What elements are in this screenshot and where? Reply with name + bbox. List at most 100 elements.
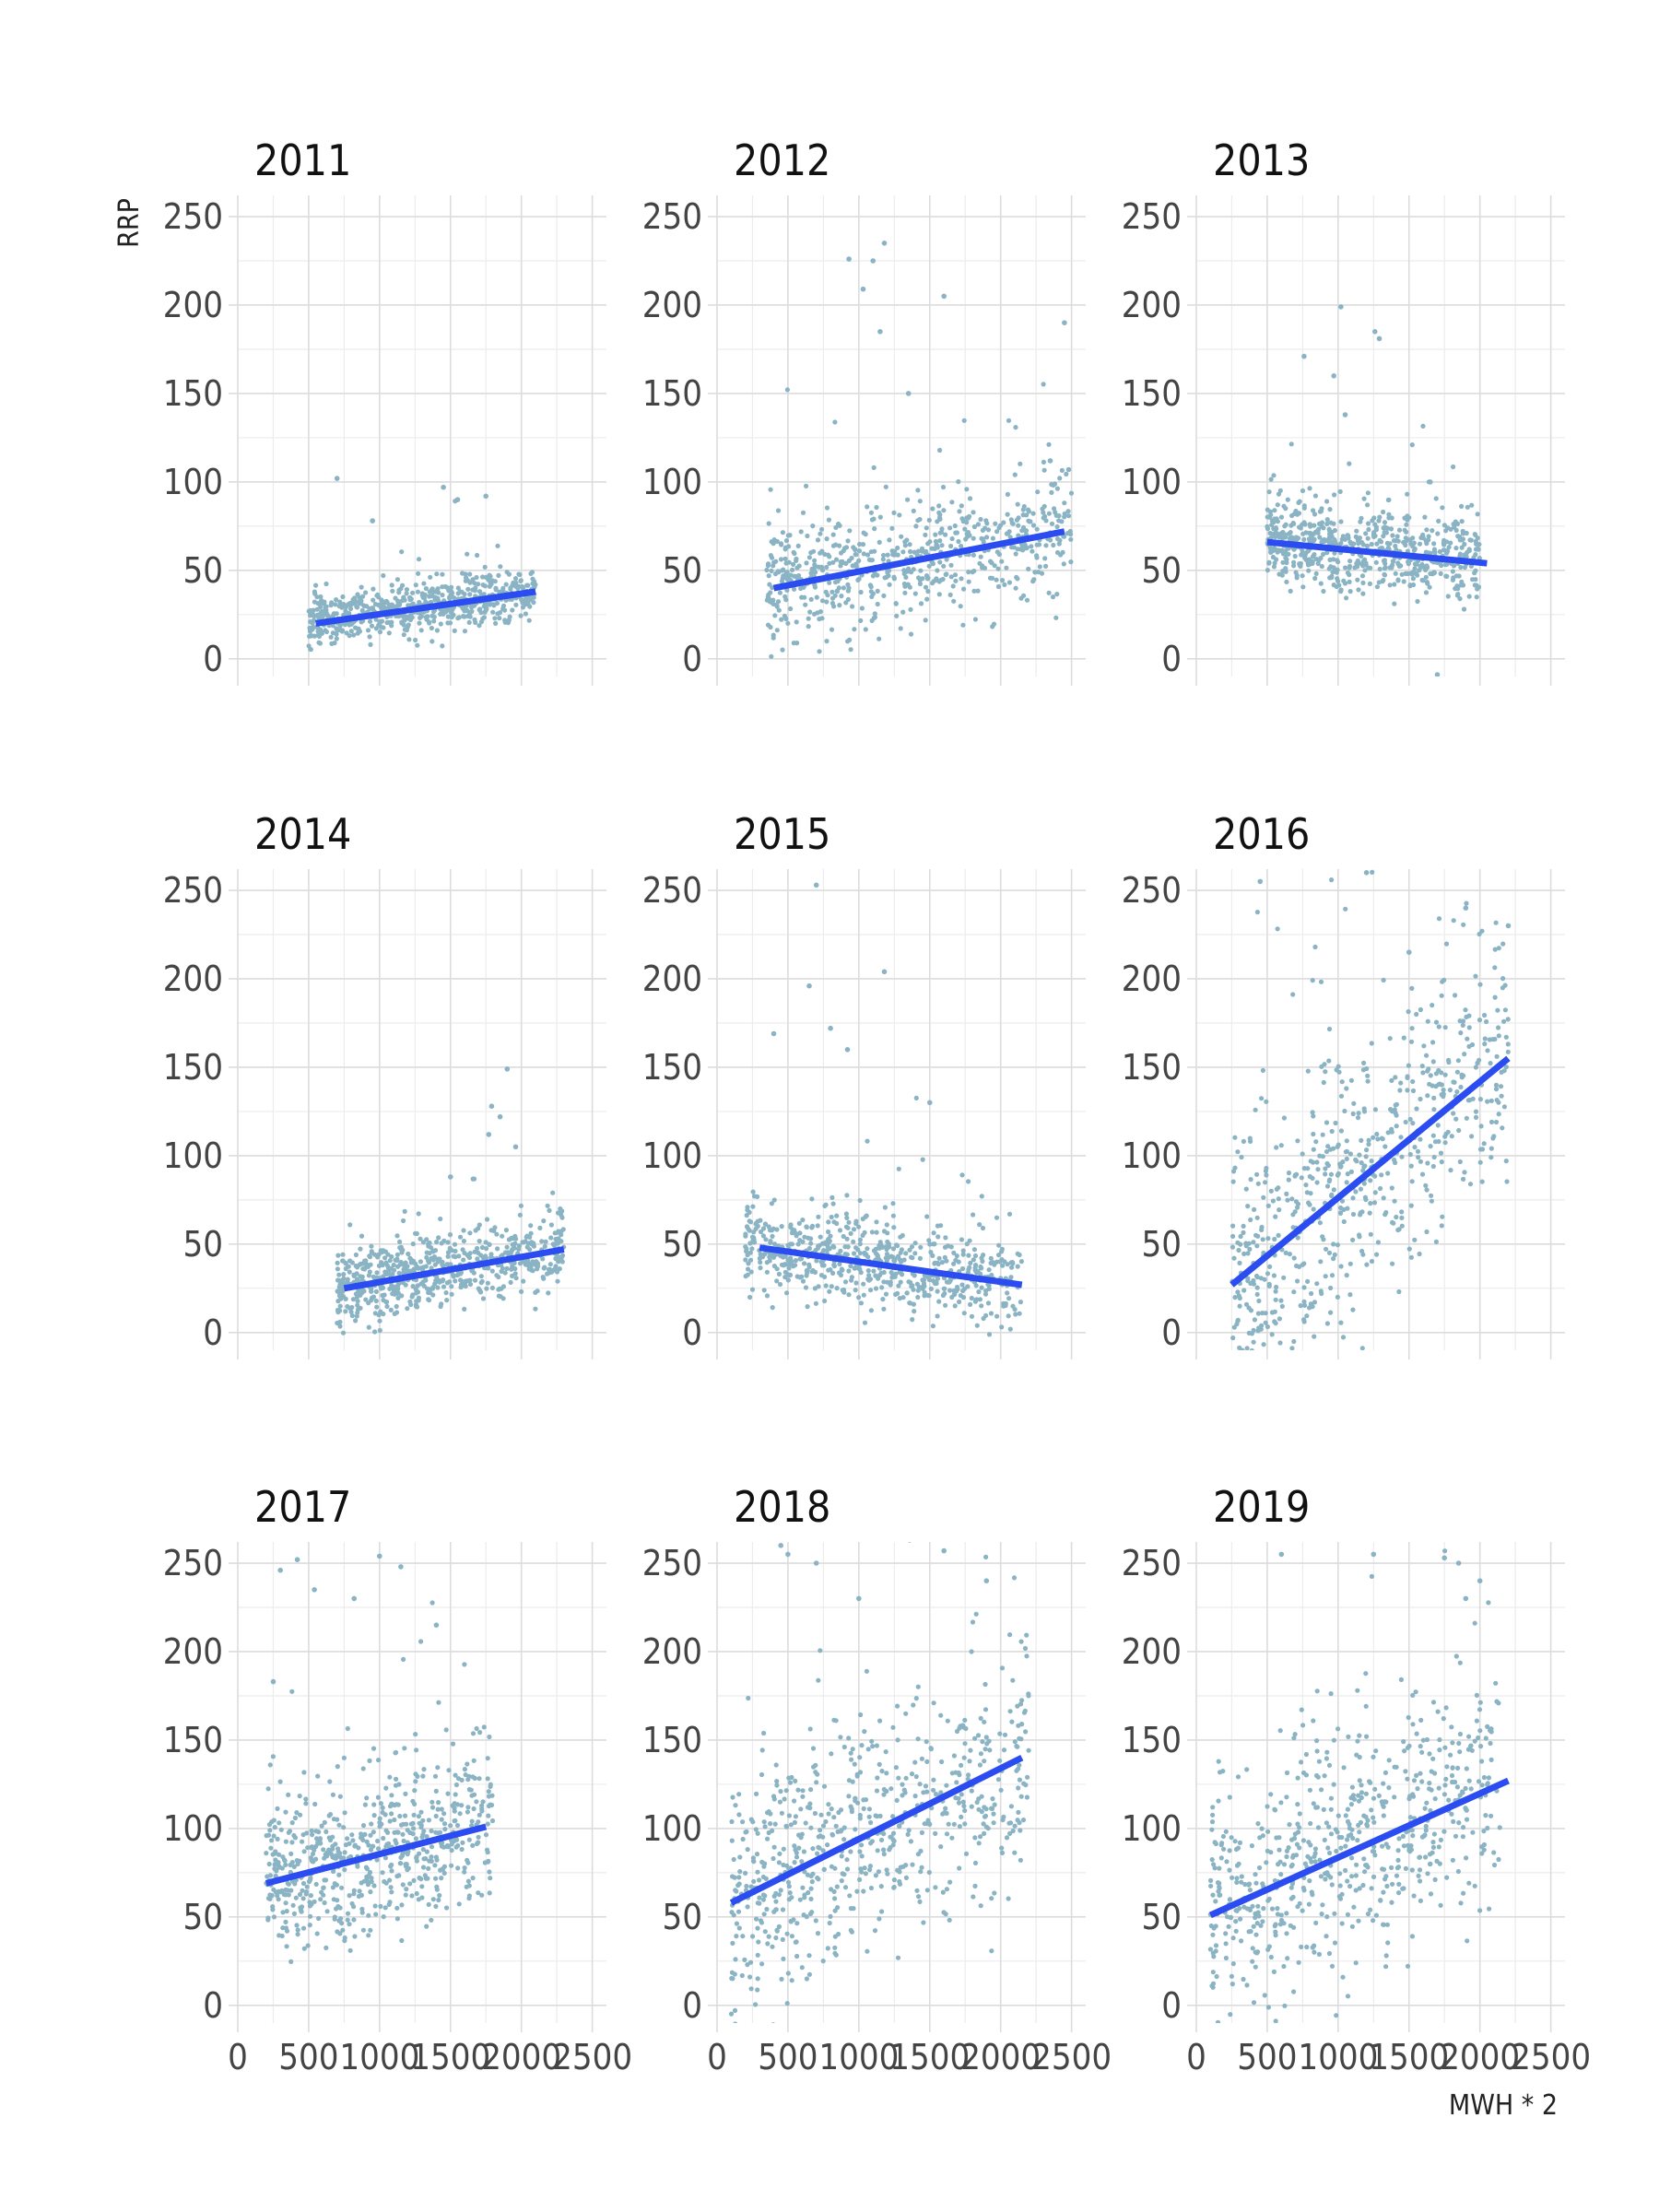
scatter-point: [830, 1201, 836, 1206]
scatter-point: [361, 1288, 367, 1294]
scatter-point: [1255, 1394, 1260, 1398]
scatter-point: [520, 1240, 525, 1245]
scatter-point-outlier: [1505, 923, 1512, 929]
scatter-point: [450, 1803, 455, 1808]
scatter-point: [840, 560, 845, 566]
scatter-point: [845, 1225, 851, 1230]
scatter-point: [1355, 537, 1360, 544]
scatter-point: [924, 1214, 930, 1219]
scatter-point: [786, 559, 792, 565]
scatter-point: [1378, 1185, 1383, 1192]
scatter-point: [901, 581, 908, 587]
scatter-point: [936, 503, 942, 509]
scatter-point: [1303, 1359, 1308, 1363]
scatter-point: [1300, 584, 1306, 590]
scatter-point: [276, 1933, 282, 1938]
scatter-point: [829, 627, 835, 632]
scatter-point: [407, 1881, 413, 1887]
scatter-point: [547, 1207, 552, 1213]
scatter-point-outlier: [483, 493, 488, 500]
scatter-point: [1458, 582, 1464, 588]
scatter-point: [895, 1290, 900, 1296]
scatter-point: [381, 1914, 386, 1920]
scatter-point: [1272, 534, 1278, 540]
scatter-point: [403, 1862, 408, 1867]
scatter-point: [737, 1869, 743, 1875]
scatter-point: [1421, 1043, 1427, 1049]
scatter-point: [363, 1265, 369, 1270]
scatter-point: [381, 1835, 386, 1841]
scatter-point: [1445, 525, 1451, 531]
scatter-point: [1235, 1149, 1241, 1155]
scatter-point: [284, 1944, 289, 1949]
scatter-point: [749, 1246, 755, 1252]
scatter-point: [1473, 1065, 1478, 1070]
scatter-point: [1464, 1014, 1469, 1019]
scatter-point: [916, 575, 922, 581]
scatter-point: [1013, 425, 1018, 430]
scatter-point: [1446, 545, 1452, 550]
scatter-point: [1241, 1288, 1247, 1293]
scatter-point: [930, 581, 935, 586]
y-tick-label: 150: [1122, 373, 1182, 414]
scatter-point: [1399, 571, 1405, 577]
scatter-point: [295, 1927, 300, 1933]
scatter-point: [746, 1261, 751, 1266]
scatter-point: [1030, 511, 1036, 516]
scatter-point: [406, 622, 411, 628]
scatter-point: [904, 537, 910, 543]
scatter-point: [1238, 1233, 1243, 1240]
scatter-point: [303, 1796, 309, 1802]
scatter-point: [791, 549, 796, 555]
scatter-point: [1502, 1007, 1508, 1013]
scatter-point: [378, 1801, 383, 1806]
scatter-point: [1455, 586, 1461, 592]
scatter-point: [1310, 1304, 1315, 1310]
scatter-point: [1013, 1312, 1018, 1317]
scatter-point: [1357, 1152, 1362, 1158]
scatter-point: [271, 1833, 276, 1839]
scatter-point: [890, 1246, 897, 1252]
scatter-point: [413, 1779, 418, 1784]
scatter-point: [1066, 513, 1072, 519]
scatter-point: [1350, 1195, 1356, 1201]
scatter-point: [303, 1891, 309, 1897]
scatter-point: [1328, 1285, 1334, 1291]
scatter-point: [1447, 1088, 1453, 1093]
scatter-point: [1394, 547, 1399, 553]
scatter-point: [472, 617, 477, 622]
scatter-point: [1235, 1317, 1241, 1323]
scatter-point: [898, 1250, 903, 1255]
scatter-point: [463, 1283, 468, 1288]
scatter-point: [900, 609, 906, 615]
scatter-point: [912, 591, 918, 596]
y-tick-label: 150: [642, 1720, 702, 1760]
scatter-point: [1324, 1321, 1330, 1326]
scatter-point: [920, 1157, 925, 1162]
scatter-point: [794, 619, 799, 625]
scatter-point: [340, 594, 346, 600]
scatter-point: [924, 525, 929, 531]
scatter-point: [1306, 1200, 1312, 1206]
scatter-point: [368, 1927, 373, 1933]
scatter-point: [1030, 548, 1035, 554]
y-tick-label: 0: [682, 639, 702, 679]
scatter-point-outlier: [294, 1557, 300, 1562]
scatter-point: [1005, 512, 1010, 517]
panel-title: 2012: [734, 135, 830, 185]
scatter-point: [411, 1877, 417, 1883]
scatter-point: [301, 1946, 307, 1951]
scatter-point: [504, 570, 510, 575]
scatter-point: [413, 1836, 418, 1841]
scatter-point: [909, 1244, 915, 1250]
scatter-point: [872, 548, 877, 554]
scatter-point: [1453, 519, 1458, 524]
scatter-point: [1382, 566, 1387, 571]
scatter-point: [1054, 486, 1060, 491]
scatter-point: [1248, 1217, 1253, 1223]
scatter-point: [994, 529, 1000, 535]
scatter-point: [429, 1828, 434, 1834]
scatter-point: [771, 1264, 778, 1269]
scatter-point: [744, 1249, 749, 1254]
point-cloud: [264, 1553, 496, 1964]
